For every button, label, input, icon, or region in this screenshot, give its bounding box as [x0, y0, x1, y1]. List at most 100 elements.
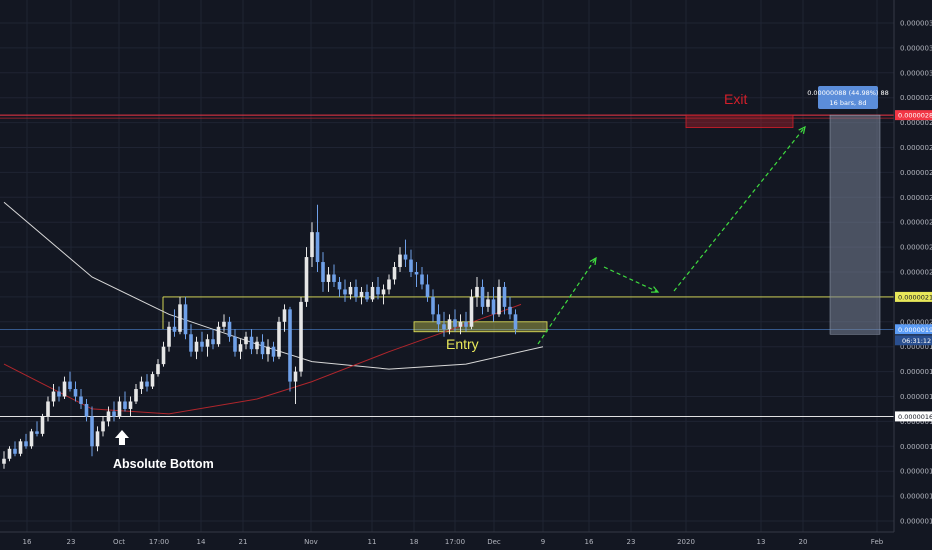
candles	[2, 204, 518, 469]
x-tick-label: 2020	[677, 538, 695, 546]
x-tick-label: 9	[541, 538, 545, 546]
candle-body	[271, 346, 276, 357]
candle-body	[398, 254, 402, 268]
candle-body	[480, 286, 485, 307]
candle-body	[150, 374, 155, 387]
x-tick-label: 13	[757, 538, 766, 546]
candle-body	[156, 364, 160, 375]
candle-body	[161, 346, 166, 365]
candle-body	[370, 286, 375, 300]
countdown-tag	[895, 335, 932, 346]
projection-arrow	[673, 126, 806, 292]
exit-label: Exit	[724, 91, 747, 107]
candle-body	[403, 254, 408, 260]
candle-body	[222, 321, 226, 327]
projection-arrow	[603, 266, 659, 293]
annotations: Exit Entry Absolute Bottom	[113, 91, 747, 471]
up-arrow-icon	[115, 430, 129, 445]
candle-body	[51, 391, 56, 402]
candle-body	[68, 381, 72, 390]
measure-box-bg	[818, 86, 878, 109]
candle-body	[57, 391, 61, 397]
candle-body	[326, 274, 331, 282]
chart-grid	[0, 0, 894, 532]
x-tick-label: Oct	[113, 538, 125, 546]
candle-body	[211, 339, 215, 345]
candle-body	[46, 401, 50, 417]
arrow-head-icon	[798, 125, 806, 134]
y-tick-label: 0.00000290	[900, 94, 932, 102]
x-tick-label: 11	[368, 538, 377, 546]
x-tick-label: 17:00	[149, 538, 169, 546]
price-tag	[895, 411, 932, 422]
candle-body	[332, 274, 336, 282]
candle-body	[227, 321, 232, 337]
candle-body	[293, 371, 298, 382]
candle-body	[62, 381, 67, 397]
candle-body	[128, 401, 133, 409]
candle-body	[310, 232, 314, 258]
x-tick-label: 20	[799, 538, 808, 546]
candle-body	[205, 339, 210, 347]
candle-body	[18, 441, 23, 454]
candle-body	[420, 274, 424, 285]
candle-body	[194, 341, 199, 352]
y-tick-label: 0.00000300	[900, 69, 932, 77]
y-tick-label: 0.00000170	[900, 393, 932, 401]
candle-body	[139, 381, 144, 390]
measure-tool[interactable]: 0.00000088 (44.98%) 88 16 bars, 8d	[807, 86, 889, 109]
candle-body	[458, 321, 463, 327]
x-tick-label: 21	[239, 538, 248, 546]
candle-body	[255, 341, 259, 350]
entry-label: Entry	[446, 336, 479, 352]
x-tick-label: Nov	[304, 538, 318, 546]
candle-body	[189, 334, 193, 352]
entry-zone	[413, 321, 548, 333]
candle-body	[343, 289, 347, 295]
candle-body	[304, 257, 309, 302]
measure-line1: 0.00000088 (44.98%) 88	[807, 89, 889, 97]
arrow-head-icon	[650, 286, 660, 293]
candle-body	[409, 259, 413, 272]
arrow-head-icon	[589, 256, 597, 266]
fast-moving-average	[3, 303, 522, 415]
y-tick-label: 0.00000140	[900, 468, 932, 476]
candle-body	[95, 431, 100, 447]
y-tick-label: 0.00000130	[900, 493, 932, 501]
x-tick-label: 23	[67, 538, 76, 546]
candle-body	[469, 296, 474, 327]
y-axis: 0.00000320 0.00000310 0.00000300 0.00000290…	[893, 0, 932, 550]
candle-body	[376, 286, 380, 295]
candle-body	[13, 448, 17, 454]
candle-body	[233, 336, 237, 352]
candle-body	[244, 336, 248, 345]
exit-zone	[685, 114, 794, 128]
candle-body	[513, 314, 518, 330]
measure-line2: 16 bars, 8d	[830, 99, 867, 107]
candle-body	[282, 309, 287, 322]
candle-body	[2, 458, 6, 464]
candle-body	[112, 411, 116, 417]
y-tick-label: 0.00000320	[900, 20, 932, 28]
candle-body	[266, 346, 270, 355]
candle-body	[365, 291, 369, 300]
price-tag-label: 0.00000283	[898, 112, 932, 120]
candle-body	[348, 286, 353, 295]
candle-body	[491, 299, 496, 315]
y-tick-label: 0.00000230	[900, 244, 932, 252]
candle-body	[7, 448, 12, 459]
candle-body	[299, 301, 303, 372]
x-tick-label: 17:00	[445, 538, 465, 546]
y-tick-label: 0.00000270	[900, 144, 932, 152]
candle-body	[392, 267, 397, 280]
candle-body	[315, 232, 320, 263]
price-tag	[895, 324, 932, 335]
candle-body	[453, 319, 457, 327]
candle-body	[425, 284, 430, 297]
projection-arrows	[537, 125, 806, 345]
x-tick-label: Dec	[487, 538, 501, 546]
